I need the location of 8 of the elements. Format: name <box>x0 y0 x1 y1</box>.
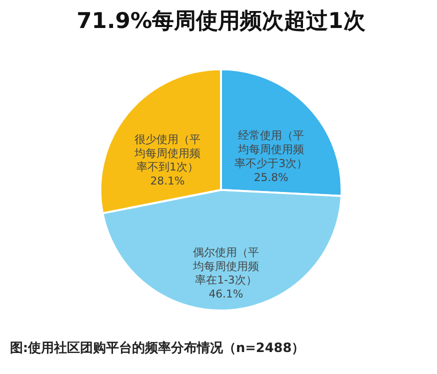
data-label: 25.8% <box>254 170 288 184</box>
slice-label: 偶尔使用（平均每周使用频率在1-3次） <box>192 246 259 287</box>
chart-title: 71.9%每周使用频次超过1次 <box>76 8 366 34</box>
data-label: 28.1% <box>150 174 185 188</box>
slice-label: 经常使用（平均每周使用频率不少于3次） <box>234 129 308 170</box>
slice-label: 很少使用（平均每周使用频率不到1次） <box>134 132 201 174</box>
data-label: 46.1% <box>208 287 244 300</box>
text: 图:使用社区团购平台的频率分布情况（n=2488） <box>10 340 305 356</box>
